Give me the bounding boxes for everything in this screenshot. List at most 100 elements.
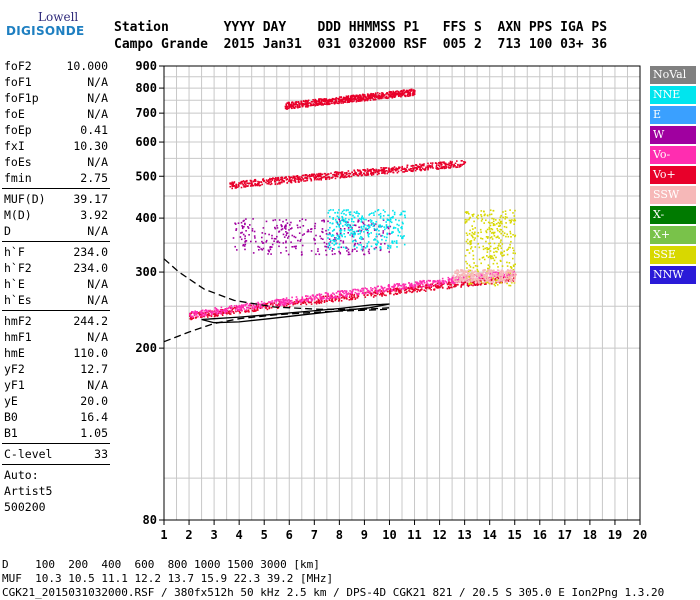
echo-point-sse	[508, 219, 511, 222]
echo-point-vo	[449, 160, 452, 163]
echo-point-vo	[314, 295, 317, 298]
echo-point-vo	[319, 294, 321, 296]
echo-point-vo	[364, 174, 366, 176]
echo-point-vo	[447, 166, 450, 168]
echo-point-nne	[400, 226, 402, 229]
param-row: h`F2 234.0	[2, 260, 110, 276]
echo-point-sse	[469, 229, 471, 232]
echo-point-nne	[347, 229, 350, 231]
echo-point-vo	[389, 292, 391, 295]
legend-item-x: X-	[650, 206, 696, 224]
echo-point-vo	[265, 306, 268, 308]
echo-point-nne	[389, 245, 392, 247]
echo-point-vo	[414, 284, 416, 286]
echo-point-vo	[411, 288, 414, 291]
echo-point-w	[294, 245, 296, 248]
echo-point-sse	[480, 210, 483, 212]
x-tick-label: 9	[361, 528, 368, 542]
echo-point-w	[339, 251, 341, 254]
echo-point-nne	[378, 224, 380, 227]
echo-point-vo	[344, 97, 346, 99]
echo-point-vo	[204, 310, 206, 312]
echo-point-w	[375, 246, 377, 249]
echo-point-nne	[388, 245, 390, 247]
echo-point-nne	[375, 229, 377, 231]
echo-point-vo	[367, 171, 369, 173]
echo-point-vo	[450, 164, 452, 166]
echo-point-sse	[496, 262, 498, 265]
echo-point-vo	[385, 96, 388, 99]
echo-point-vo	[497, 277, 500, 280]
echo-point-vo	[358, 94, 361, 96]
echo-point-nne	[341, 215, 343, 218]
echo-point-vo	[355, 94, 358, 97]
param-row: M(D) 3.92	[2, 207, 110, 223]
echo-point-vo	[293, 301, 296, 303]
echo-point-ssw	[470, 273, 472, 275]
echo-point-vo	[505, 278, 507, 281]
echo-point-vo	[382, 97, 384, 99]
param-row: h`Es N/A	[2, 292, 110, 308]
echo-point-ssw	[475, 277, 477, 279]
echo-point-vo	[245, 183, 247, 185]
echo-point-nne	[363, 218, 365, 221]
echo-point-vo	[420, 282, 423, 285]
echo-point-vo	[408, 289, 410, 292]
echo-point-nne	[372, 223, 375, 225]
echo-point-vo	[495, 271, 497, 273]
param-row: fxI 10.30	[2, 138, 110, 154]
echo-point-vo	[250, 182, 253, 184]
echo-point-ssw	[477, 275, 480, 278]
echo-point-vo	[340, 172, 343, 175]
echo-point-w	[252, 252, 255, 254]
echo-point-vo	[335, 297, 337, 299]
echo-point-sse	[491, 217, 493, 220]
echo-point-nne	[329, 233, 331, 236]
echo-point-ssw	[500, 273, 503, 276]
echo-point-vo	[375, 93, 377, 96]
echo-point-vo	[337, 100, 340, 102]
echo-point-nne	[384, 211, 386, 213]
echo-point-vo	[294, 302, 297, 305]
echo-point-vo	[391, 95, 394, 98]
echo-point-vo	[259, 305, 262, 308]
echo-point-nne	[343, 213, 345, 215]
echo-point-vo	[271, 179, 273, 181]
echo-point-vo	[455, 285, 457, 287]
echo-point-w	[367, 220, 370, 222]
echo-point-sse	[498, 219, 501, 221]
echo-point-vo	[346, 99, 348, 101]
echo-point-vo	[336, 175, 339, 178]
echo-point-vo	[457, 164, 459, 166]
echo-point-sse	[488, 266, 491, 268]
echo-point-w	[265, 220, 268, 223]
echo-point-vo	[284, 107, 287, 110]
echo-point-nne	[332, 217, 334, 219]
echo-point-sse	[469, 240, 472, 242]
echo-point-w	[261, 232, 264, 234]
echo-point-sse	[471, 282, 473, 285]
echo-point-vo	[367, 174, 369, 176]
echo-point-w	[345, 247, 348, 249]
echo-point-vo	[333, 173, 335, 176]
echo-point-vo	[308, 102, 310, 104]
echo-point-vo	[404, 168, 407, 170]
echo-point-vo	[275, 298, 278, 301]
echo-point-vo	[397, 92, 399, 95]
echo-point-vo	[370, 289, 372, 291]
echo-point-vo	[439, 167, 442, 170]
echo-point-vo	[401, 92, 403, 95]
echo-point-vo	[288, 106, 291, 109]
echo-point-w	[388, 232, 391, 235]
echo-point-sse	[493, 218, 495, 220]
echo-point-vo	[400, 90, 402, 93]
echo-point-sse	[490, 256, 492, 259]
echo-point-w	[333, 238, 335, 241]
echo-point-nne	[392, 209, 394, 212]
echo-point-nne	[381, 225, 383, 227]
echo-point-nne	[344, 217, 347, 220]
echo-point-nne	[378, 226, 381, 228]
echo-point-ssw	[491, 281, 493, 284]
echo-point-vo	[319, 298, 322, 301]
echo-point-w	[351, 235, 354, 238]
